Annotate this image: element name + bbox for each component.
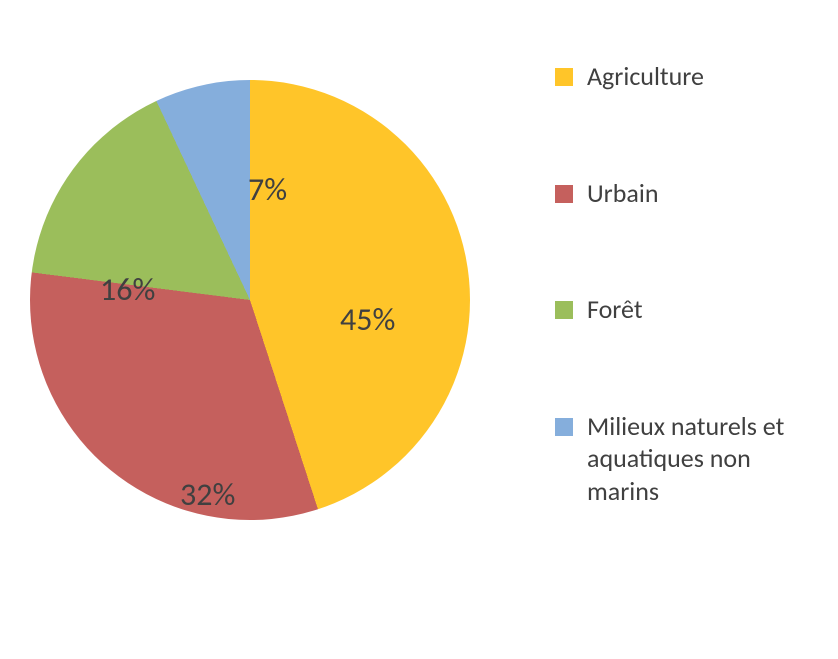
slice-label-agriculture: 45% bbox=[340, 300, 395, 339]
slice-label-foret: 16% bbox=[100, 270, 155, 309]
legend-label: Forêt bbox=[587, 293, 643, 326]
legend-label: Milieux naturels et aquatiques non marin… bbox=[587, 410, 815, 508]
legend-item-agriculture: Agriculture bbox=[555, 60, 815, 93]
legend-swatch-milieux bbox=[555, 418, 573, 436]
legend: Agriculture Urbain Forêt Milieux naturel… bbox=[555, 60, 815, 507]
legend-label: Agriculture bbox=[587, 60, 704, 93]
slice-label-urbain: 32% bbox=[180, 475, 235, 514]
pie-chart: 45% 32% 16% 7% bbox=[30, 80, 470, 520]
legend-label: Urbain bbox=[587, 177, 659, 210]
slice-label-milieux: 7% bbox=[248, 170, 287, 209]
legend-item-foret: Forêt bbox=[555, 293, 815, 326]
legend-item-urbain: Urbain bbox=[555, 177, 815, 210]
pie-chart-container: 45% 32% 16% 7% Agriculture Urbain Forêt … bbox=[0, 0, 838, 659]
legend-swatch-agriculture bbox=[555, 68, 573, 86]
pie-graphic bbox=[30, 80, 470, 520]
legend-swatch-urbain bbox=[555, 185, 573, 203]
legend-swatch-foret bbox=[555, 301, 573, 319]
legend-item-milieux: Milieux naturels et aquatiques non marin… bbox=[555, 410, 815, 508]
